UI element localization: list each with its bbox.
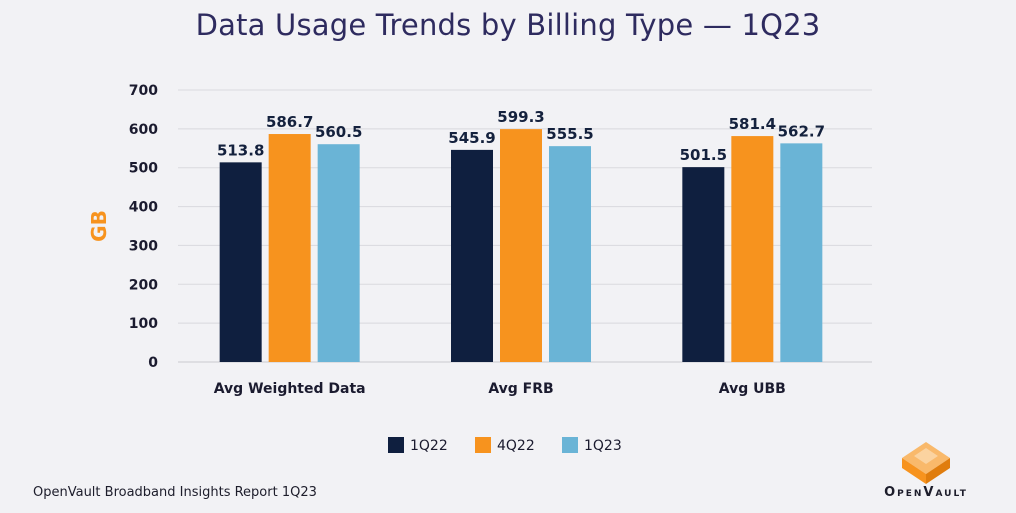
x-tick-label: Avg FRB [488,381,553,397]
data-label: 562.7 [778,122,825,140]
bar [219,162,262,362]
x-axis-ticks: Avg Weighted Data Avg FRB Avg UBB [214,381,786,397]
y-tick-label: 400 [129,200,158,216]
data-label: 599.3 [497,108,544,126]
bars [219,129,823,362]
data-label: 555.5 [546,125,593,143]
y-tick-label: 0 [148,355,158,371]
legend-label: 4Q22 [497,438,535,454]
legend-swatch [388,437,404,453]
data-label: 501.5 [680,146,727,164]
bar [317,144,360,362]
x-tick-label: Avg UBB [719,381,786,397]
bar [268,134,311,362]
y-tick-label: 600 [129,122,158,138]
y-tick-label: 300 [129,238,158,254]
legend-label: 1Q22 [410,438,448,454]
bar [780,143,823,362]
legend-label: 1Q23 [584,438,622,454]
data-label: 586.7 [266,113,313,131]
bar [451,149,493,362]
y-tick-label: 200 [129,277,158,293]
data-label: 560.5 [315,123,362,141]
data-label: 545.9 [448,129,495,147]
y-tick-label: 500 [129,161,158,177]
legend: 1Q22 4Q22 1Q23 [388,437,622,454]
bar [500,129,542,362]
data-label: 513.8 [217,141,264,159]
bar [682,167,725,362]
y-axis-ticks: 0 100 200 300 400 500 600 700 [129,83,158,371]
bar [549,146,591,362]
y-axis-label: GB [87,210,111,242]
x-tick-label: Avg Weighted Data [214,381,366,397]
legend-swatch [475,437,491,453]
data-label: 581.4 [729,115,776,133]
legend-swatch [562,437,578,453]
source-note: OpenVault Broadband Insights Report 1Q23 [33,485,317,500]
y-tick-label: 700 [129,83,158,99]
openvault-v-logo-icon [902,442,950,484]
brand-name: OpenVault [884,485,968,500]
bar [731,136,774,362]
chart-title: Data Usage Trends by Billing Type — 1Q23 [195,8,821,42]
y-tick-label: 100 [129,316,158,332]
